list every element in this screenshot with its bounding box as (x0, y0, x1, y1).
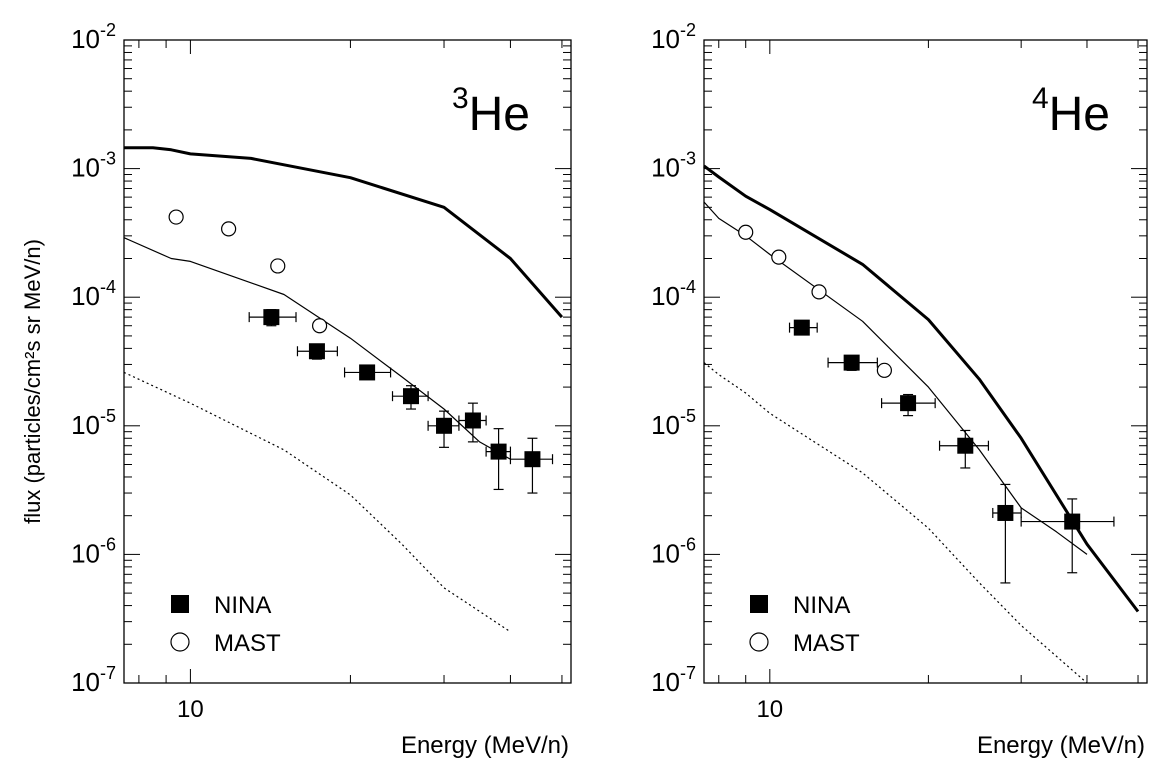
x-tick-label: 10 (756, 696, 783, 723)
y-tick-label: 10-2 (651, 20, 696, 54)
y-tick-label-exponent: -7 (100, 663, 116, 683)
y-tick-label-base: 10 (651, 410, 680, 440)
y-tick-label-exponent: -6 (680, 534, 696, 554)
mast-data-point (876, 362, 892, 378)
nina-data-point (524, 451, 541, 468)
plot-frame (703, 39, 1148, 684)
nina-data-point (490, 443, 507, 460)
mast-data-point (771, 249, 787, 265)
curve-dotted (123, 371, 511, 633)
nina-data-point (1064, 513, 1081, 530)
panel-label-element: He (1049, 88, 1110, 141)
x-axis-ticks (138, 40, 563, 683)
mast-data-point (311, 318, 328, 334)
legend-marker-nina (171, 595, 189, 613)
panel-label-element: He (469, 88, 530, 141)
y-tick-label-base: 10 (651, 538, 680, 568)
panel-label: 3He (452, 82, 530, 141)
plot-frame (123, 39, 572, 684)
series-mast (738, 224, 892, 378)
panel-label-mass-number: 3 (452, 82, 469, 115)
y-axis-label: flux (particles/cm²s sr MeV/n) (20, 239, 45, 524)
curve-thin (123, 237, 511, 460)
y-tick-label-exponent: -3 (100, 149, 116, 169)
series-nina (248, 309, 554, 494)
y-tick-label-exponent: -2 (680, 20, 696, 40)
legend: NINA MAST (170, 592, 281, 657)
nina-data-point (402, 388, 419, 405)
curve-thick (703, 164, 1140, 613)
curve-thin (703, 201, 1088, 555)
y-tick-label-base: 10 (71, 281, 100, 311)
y-tick-label: 10-7 (71, 663, 116, 697)
y-tick-label: 10-4 (651, 277, 696, 311)
y-axis-ticks (704, 45, 1147, 684)
y-tick-label-exponent: -7 (680, 663, 696, 683)
curve-thick (124, 146, 564, 319)
mast-data-point (811, 284, 827, 300)
x-axis-label: Energy (MeV/n) (401, 732, 569, 759)
y-tick-label-base: 10 (71, 153, 100, 183)
nina-data-point (997, 504, 1014, 521)
y-axis-ticks (124, 45, 571, 684)
mast-data-point (221, 221, 237, 237)
y-tick-label: 10-5 (71, 406, 116, 440)
mast-data-point (270, 258, 286, 274)
y-tick-label-base: 10 (71, 538, 100, 568)
legend: NINA MAST (749, 592, 860, 657)
nina-data-point (843, 354, 860, 371)
y-tick-label-base: 10 (71, 667, 100, 697)
y-tick-label: 10-7 (651, 663, 696, 697)
y-tick-label-exponent: -4 (680, 277, 696, 297)
mast-data-point (168, 209, 184, 225)
nina-data-point (957, 437, 974, 454)
series-mast (168, 209, 328, 334)
panel-label-mass-number: 4 (1032, 82, 1049, 115)
nina-data-point (263, 309, 280, 326)
nina-data-point (900, 395, 917, 412)
legend-marker-nina (750, 595, 768, 613)
y-tick-label-exponent: -5 (680, 406, 696, 426)
x-tick-label: 10 (177, 696, 204, 723)
y-tick-label-exponent: -6 (100, 534, 116, 554)
legend-label: NINA (214, 592, 271, 619)
legend-label: MAST (214, 630, 281, 657)
y-tick-label-exponent: -5 (100, 406, 116, 426)
mast-data-point (738, 224, 754, 240)
y-tick-label: 10-6 (71, 534, 116, 568)
nina-data-point (793, 319, 810, 336)
nina-data-point (359, 364, 376, 381)
y-tick-label-base: 10 (71, 410, 100, 440)
x-axis-ticks (718, 40, 1139, 683)
series-nina (788, 319, 1115, 584)
y-tick-label: 10-2 (71, 20, 116, 54)
y-tick-label-base: 10 (71, 24, 100, 54)
nina-data-point (436, 417, 453, 434)
y-tick-label: 10-4 (71, 277, 116, 311)
legend-marker-mast (170, 632, 190, 652)
y-tick-label: 10-5 (651, 406, 696, 440)
y-tick-label-exponent: -3 (680, 149, 696, 169)
x-axis-label: Energy (MeV/n) (977, 732, 1145, 759)
y-tick-label-base: 10 (651, 24, 680, 54)
y-tick-label: 10-3 (651, 149, 696, 183)
y-tick-label-exponent: -4 (100, 277, 116, 297)
legend-label: MAST (793, 630, 860, 657)
panel-label: 4He (1032, 82, 1110, 141)
legend-marker-mast (749, 632, 769, 652)
y-tick-label: 10-3 (71, 149, 116, 183)
y-tick-label-base: 10 (651, 667, 680, 697)
nina-data-point (464, 412, 481, 429)
y-tick-label-base: 10 (651, 281, 680, 311)
y-tick-label-exponent: -2 (100, 20, 116, 40)
nina-data-point (308, 343, 325, 360)
y-tick-label-base: 10 (651, 153, 680, 183)
y-tick-label: 10-6 (651, 534, 696, 568)
legend-label: NINA (793, 592, 850, 619)
